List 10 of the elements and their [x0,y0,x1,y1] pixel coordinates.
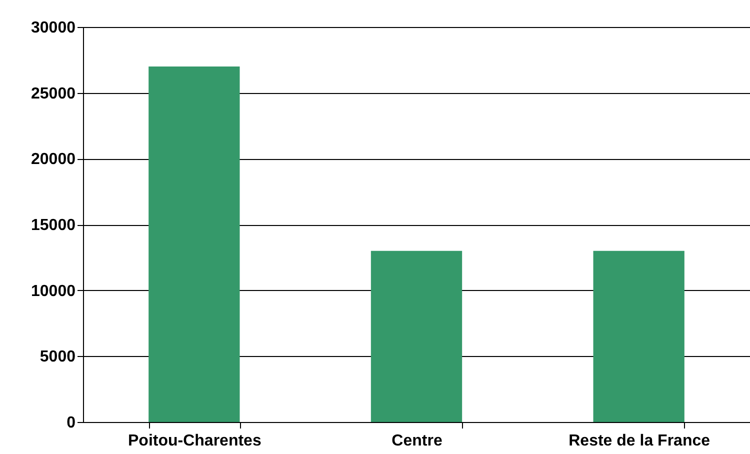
y-tick-label: 5000 [40,348,76,366]
x-tick-label: Poitou-Charentes [128,432,262,450]
y-tick-label: 20000 [31,151,76,168]
y-tick-label: 15000 [31,217,76,234]
y-tick-label: 25000 [31,85,76,102]
x-tick-label: Centre [392,432,442,450]
y-tick-label: 30000 [31,20,76,36]
y-tick-label: 0 [66,414,76,432]
y-tick-label: 10000 [31,282,76,300]
x-tick-label: Reste de la France [568,432,710,450]
